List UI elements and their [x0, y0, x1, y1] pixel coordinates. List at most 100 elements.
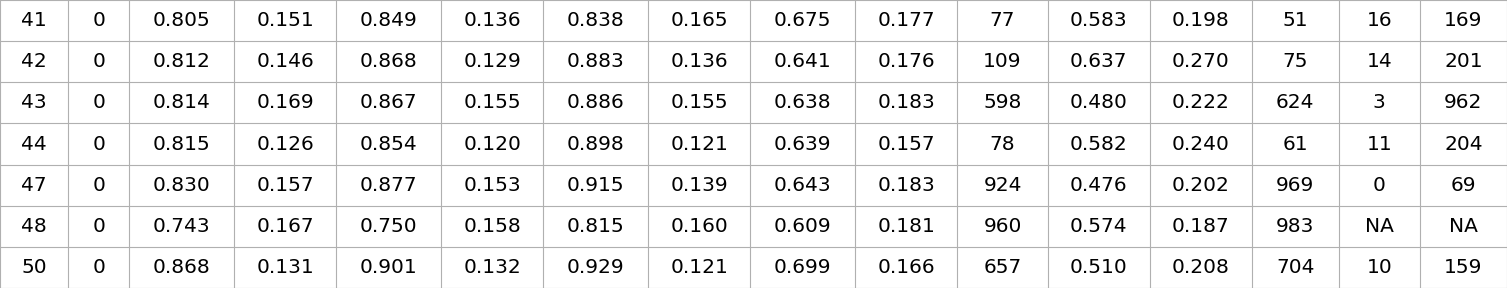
Text: 960: 960 [984, 217, 1022, 236]
Text: 0.126: 0.126 [256, 134, 315, 154]
Text: 11: 11 [1367, 134, 1392, 154]
Text: 0.743: 0.743 [154, 217, 211, 236]
Text: 78: 78 [990, 134, 1016, 154]
Text: 3: 3 [1373, 93, 1385, 112]
Text: 0: 0 [92, 52, 105, 71]
Text: 0.121: 0.121 [671, 134, 728, 154]
Text: 0.157: 0.157 [877, 134, 936, 154]
Text: 169: 169 [1444, 11, 1483, 30]
Text: 0.176: 0.176 [877, 52, 936, 71]
Text: 0.510: 0.510 [1070, 258, 1127, 277]
Text: 0: 0 [1373, 176, 1386, 195]
Text: 0.812: 0.812 [154, 52, 211, 71]
Text: 0.151: 0.151 [256, 11, 315, 30]
Text: 0: 0 [92, 93, 105, 112]
Text: 44: 44 [21, 134, 47, 154]
Text: 0.153: 0.153 [464, 176, 521, 195]
Text: 0.815: 0.815 [154, 134, 211, 154]
Text: 47: 47 [21, 176, 47, 195]
Text: 0.830: 0.830 [154, 176, 211, 195]
Text: 159: 159 [1444, 258, 1483, 277]
Text: 69: 69 [1451, 176, 1475, 195]
Text: 0.699: 0.699 [775, 258, 832, 277]
Text: 0.202: 0.202 [1171, 176, 1230, 195]
Text: 0.805: 0.805 [154, 11, 211, 30]
Text: 0.183: 0.183 [877, 176, 936, 195]
Text: 0.208: 0.208 [1171, 258, 1230, 277]
Text: 204: 204 [1444, 134, 1483, 154]
Text: 704: 704 [1276, 258, 1314, 277]
Text: 77: 77 [990, 11, 1016, 30]
Text: 14: 14 [1367, 52, 1392, 71]
Text: 0.814: 0.814 [154, 93, 211, 112]
Text: 16: 16 [1367, 11, 1392, 30]
Text: 0.187: 0.187 [1172, 217, 1230, 236]
Text: 50: 50 [21, 258, 47, 277]
Text: 0.155: 0.155 [464, 93, 521, 112]
Text: 0.815: 0.815 [567, 217, 625, 236]
Text: 48: 48 [21, 217, 47, 236]
Text: 0.915: 0.915 [567, 176, 625, 195]
Text: 0.639: 0.639 [775, 134, 832, 154]
Text: 0.582: 0.582 [1070, 134, 1127, 154]
Text: 0.165: 0.165 [671, 11, 728, 30]
Text: 0.167: 0.167 [256, 217, 313, 236]
Text: 0.867: 0.867 [360, 93, 417, 112]
Text: 0.609: 0.609 [775, 217, 832, 236]
Text: 0.898: 0.898 [567, 134, 625, 154]
Text: 0.750: 0.750 [360, 217, 417, 236]
Text: NA: NA [1448, 217, 1478, 236]
Text: 0.638: 0.638 [775, 93, 832, 112]
Text: 0.637: 0.637 [1070, 52, 1127, 71]
Text: 0.838: 0.838 [567, 11, 625, 30]
Text: 0: 0 [92, 217, 105, 236]
Text: 0.155: 0.155 [671, 93, 728, 112]
Text: 0.641: 0.641 [775, 52, 832, 71]
Text: 0.222: 0.222 [1171, 93, 1230, 112]
Text: 0.121: 0.121 [671, 258, 728, 277]
Text: 0: 0 [92, 176, 105, 195]
Text: 0.157: 0.157 [256, 176, 313, 195]
Text: 0.480: 0.480 [1070, 93, 1127, 112]
Text: 924: 924 [983, 176, 1022, 195]
Text: 983: 983 [1276, 217, 1314, 236]
Text: 201: 201 [1444, 52, 1483, 71]
Text: 0.476: 0.476 [1070, 176, 1127, 195]
Text: 75: 75 [1282, 52, 1308, 71]
Text: 0: 0 [92, 134, 105, 154]
Text: 0.574: 0.574 [1070, 217, 1127, 236]
Text: 962: 962 [1444, 93, 1483, 112]
Text: 0.270: 0.270 [1172, 52, 1230, 71]
Text: 10: 10 [1367, 258, 1392, 277]
Text: 0.583: 0.583 [1070, 11, 1127, 30]
Text: 0.166: 0.166 [877, 258, 936, 277]
Text: 0.120: 0.120 [464, 134, 521, 154]
Text: 0.131: 0.131 [256, 258, 315, 277]
Text: 0.240: 0.240 [1171, 134, 1230, 154]
Text: 42: 42 [21, 52, 47, 71]
Text: 0.901: 0.901 [360, 258, 417, 277]
Text: 969: 969 [1276, 176, 1314, 195]
Text: 43: 43 [21, 93, 47, 112]
Text: 0.136: 0.136 [671, 52, 728, 71]
Text: NA: NA [1365, 217, 1394, 236]
Text: 0.146: 0.146 [256, 52, 315, 71]
Text: 41: 41 [21, 11, 47, 30]
Text: 0.886: 0.886 [567, 93, 625, 112]
Text: 0.129: 0.129 [464, 52, 521, 71]
Text: 0.675: 0.675 [775, 11, 832, 30]
Text: 0.181: 0.181 [877, 217, 936, 236]
Text: 0.929: 0.929 [567, 258, 625, 277]
Text: 61: 61 [1282, 134, 1308, 154]
Text: 0: 0 [92, 11, 105, 30]
Text: 109: 109 [983, 52, 1022, 71]
Text: 0.139: 0.139 [671, 176, 728, 195]
Text: 0.877: 0.877 [360, 176, 417, 195]
Text: 624: 624 [1276, 93, 1314, 112]
Text: 0.136: 0.136 [464, 11, 521, 30]
Text: 0.854: 0.854 [360, 134, 417, 154]
Text: 0.849: 0.849 [360, 11, 417, 30]
Text: 0.160: 0.160 [671, 217, 728, 236]
Text: 0.868: 0.868 [360, 52, 417, 71]
Text: 0.132: 0.132 [464, 258, 521, 277]
